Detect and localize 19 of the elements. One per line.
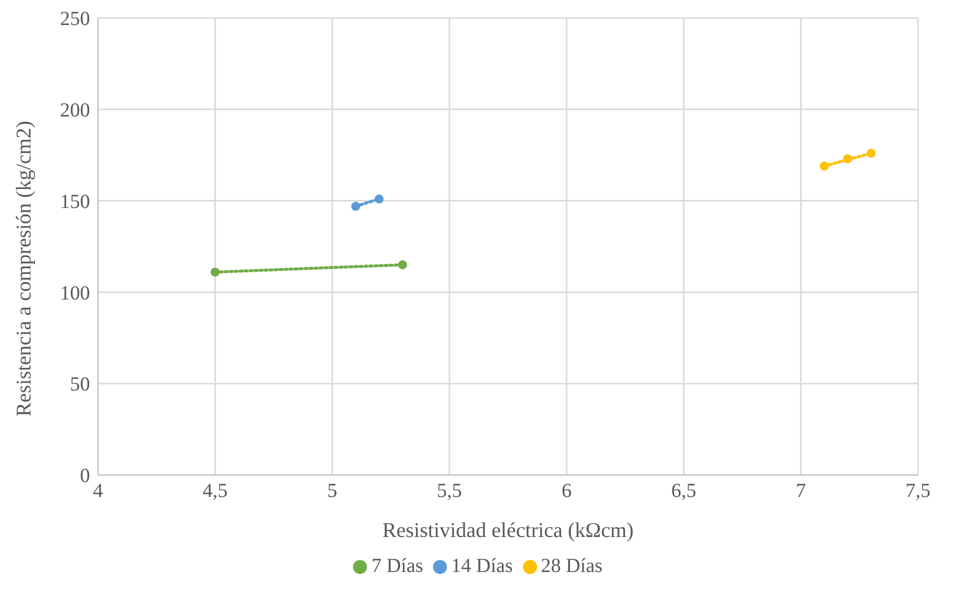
legend-label: 7 Días xyxy=(371,555,424,577)
y-axis-title: Resistencia a compresión (kg/cm2) xyxy=(11,120,36,416)
y-tick-label: 100 xyxy=(60,282,90,304)
legend-label: 14 Días xyxy=(451,555,513,577)
x-tick-label: 5 xyxy=(327,480,338,502)
legend-label: 28 Días xyxy=(540,555,602,577)
x-tick-label: 7,5 xyxy=(906,480,930,502)
x-tick-label: 6 xyxy=(562,480,572,502)
x-tick-label: 4,5 xyxy=(202,480,228,502)
y-tick-label: 50 xyxy=(70,374,90,396)
x-tick-label: 7 xyxy=(796,480,806,502)
x-axis-title: Resistividad eléctrica (kΩcm) xyxy=(382,518,634,542)
x-tick-label: 5,5 xyxy=(436,480,462,502)
x-tick-label: 6,5 xyxy=(671,480,696,502)
y-tick-label: 0 xyxy=(80,465,90,488)
y-tick-label: 250 xyxy=(60,8,90,30)
y-tick-label: 200 xyxy=(60,100,90,122)
x-tick-label: 4 xyxy=(93,480,103,502)
y-tick-label: 150 xyxy=(60,190,90,213)
